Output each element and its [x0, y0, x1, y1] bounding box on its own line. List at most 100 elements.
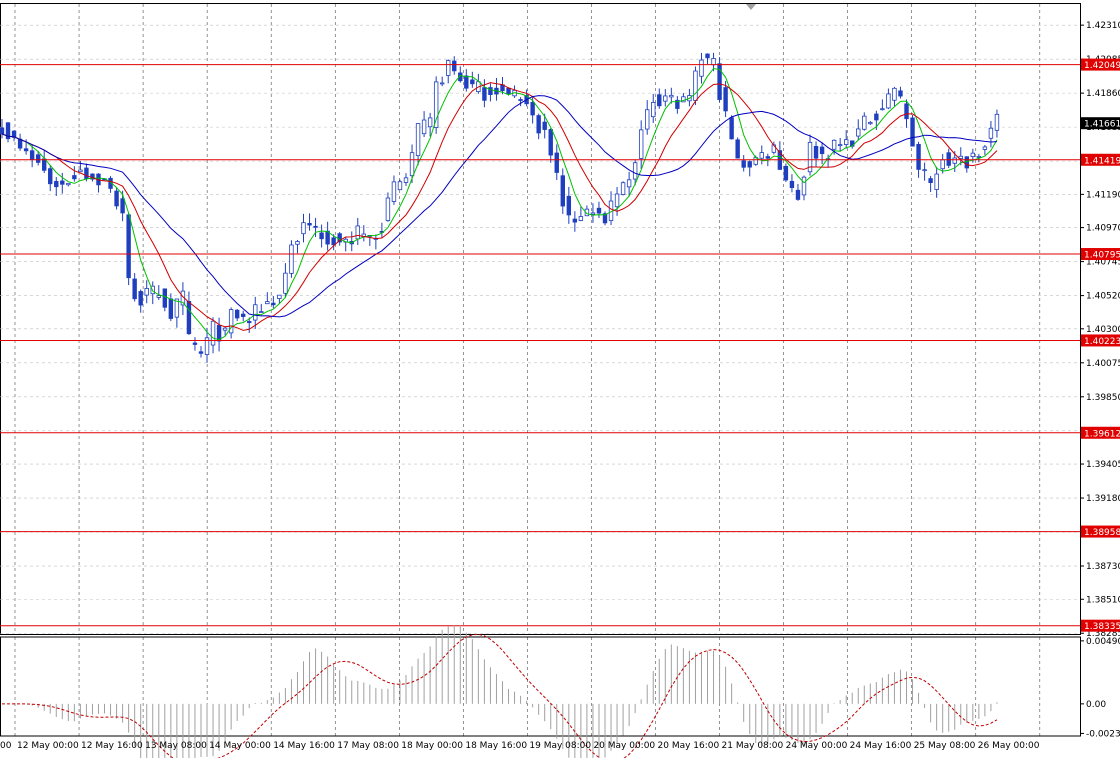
candle-body [72, 175, 77, 180]
candle-body [319, 232, 324, 240]
level-tag-label: 1.40795 [1084, 251, 1120, 261]
candle-body [741, 160, 746, 168]
candle-body [874, 113, 879, 121]
candle-body [584, 208, 590, 217]
candle-body [216, 324, 222, 342]
candle-body [638, 129, 644, 159]
price-tick-label: 1.39405 [1086, 460, 1120, 470]
candle-body [669, 94, 674, 98]
candle-body [958, 155, 963, 159]
candle-body [578, 216, 584, 221]
level-tag [1081, 619, 1120, 632]
candle-body [705, 53, 710, 59]
level-tag-label: 1.38335 [1084, 622, 1120, 632]
candle-body [35, 154, 41, 163]
candle-body [132, 278, 137, 300]
level-tag [1081, 248, 1120, 261]
time-tick-label: 13 May 08:00 [145, 741, 207, 751]
candle-body [819, 146, 825, 155]
candle-body [144, 288, 149, 296]
candle-body [572, 218, 578, 223]
candle-body [934, 173, 939, 190]
level-tag [1081, 153, 1120, 166]
candle-body [844, 139, 849, 145]
price-tick-label: 1.41190 [1086, 190, 1120, 200]
candle-body [548, 129, 553, 156]
candle-body [759, 152, 764, 159]
price-tick-label: 1.38510 [1086, 595, 1120, 605]
candle-body [0, 127, 5, 135]
candle-body [433, 81, 439, 128]
time-tick-label: 12 May 16:00 [81, 741, 143, 751]
candle-body [632, 162, 638, 180]
candle-body [409, 152, 415, 177]
price-tick-label: 1.40075 [1086, 359, 1120, 369]
time-tick-label: 19 May 08:00 [529, 741, 591, 751]
candle-body [482, 87, 487, 101]
price-tick-label: 1.38285 [1086, 629, 1120, 639]
candle-body [210, 320, 216, 346]
candle-body [982, 146, 988, 150]
candle-body [596, 207, 602, 214]
candle-body [807, 141, 813, 173]
candle-body [295, 241, 300, 245]
candle-body [590, 212, 596, 215]
candle-body [862, 115, 867, 130]
price-tick-label: 1.40300 [1086, 325, 1120, 335]
candle-body [916, 143, 921, 170]
level-tag [1081, 525, 1120, 538]
candle-body [421, 119, 427, 135]
candle-body [747, 161, 752, 168]
candle-body [174, 298, 180, 318]
price-tick-label: 1.40520 [1086, 292, 1120, 302]
ma-mid-line [1, 82, 998, 331]
candle-body [253, 304, 258, 321]
chart-shift-marker [746, 4, 756, 10]
candle-body [156, 295, 161, 298]
candle-body [783, 165, 789, 181]
candle-body [186, 301, 192, 335]
candle-body [518, 99, 523, 101]
candle-body [976, 156, 982, 158]
candle-body [723, 87, 728, 112]
candle-body [114, 190, 119, 207]
price-tick-label: 1.40970 [1086, 224, 1120, 234]
time-tick-label: 25 May 08:00 [914, 741, 976, 751]
candle-body [162, 288, 168, 308]
price-tick-label: 1.39850 [1086, 393, 1120, 403]
candle-body [331, 237, 336, 246]
time-tick-label: 18 May 16:00 [465, 741, 527, 751]
time-tick-label: 20 May 00:00 [593, 741, 655, 751]
time-tick-label: 18 May 00:00 [401, 741, 463, 751]
level-tag [1081, 426, 1120, 439]
candle-body [307, 223, 312, 226]
candle-body [675, 99, 680, 109]
candle-body [234, 309, 240, 319]
candle-body [813, 146, 819, 159]
candle-body [626, 179, 632, 188]
candle-body [868, 122, 873, 125]
price-tick-label: 1.38730 [1086, 562, 1120, 572]
candle-body [446, 60, 451, 76]
candle-body [5, 122, 11, 140]
candle-body [90, 173, 95, 180]
candle-body [265, 301, 270, 305]
candle-body [271, 302, 276, 306]
candle-body [795, 189, 801, 200]
candle-body [729, 117, 734, 140]
candle-body [663, 95, 668, 102]
candle-body [922, 169, 927, 172]
oscillator-pane-border [0, 636, 1081, 737]
candle-body [614, 193, 620, 208]
candle-body [204, 337, 210, 355]
candle-body [29, 150, 35, 160]
osc-tick-label: 0.00 [1086, 700, 1106, 710]
level-tag [1081, 58, 1120, 71]
candle-body [928, 178, 933, 184]
time-tick-label: 12 May 00:00 [17, 741, 79, 751]
candle-body [542, 121, 547, 130]
candle-body [952, 157, 957, 164]
candle-body [886, 93, 891, 109]
